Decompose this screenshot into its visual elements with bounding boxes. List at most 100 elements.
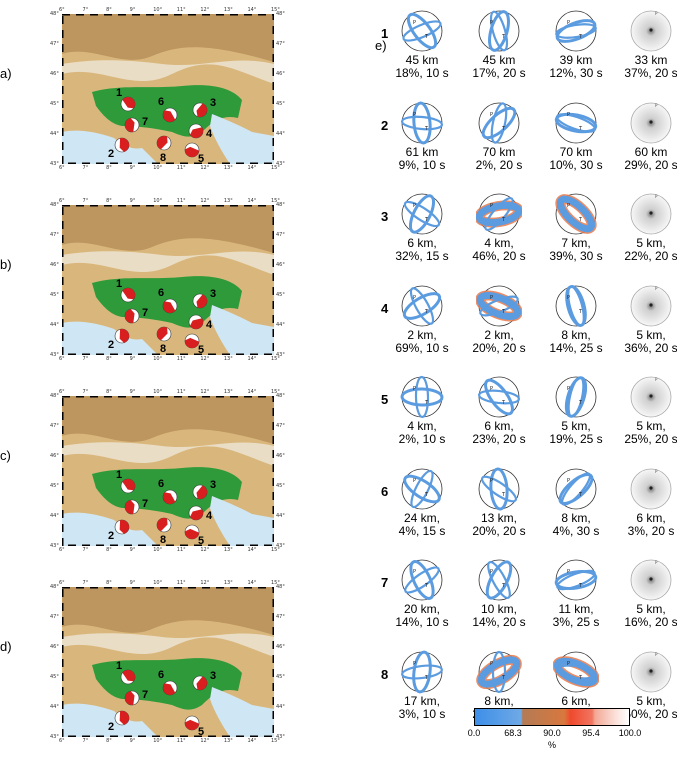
beachball-marker-2: 2 [108,328,130,351]
svg-text:T: T [578,675,583,681]
event-number-label: 2 [108,339,114,351]
focal-mechanism-sphere: PT [476,193,522,235]
fit-caption: 17%, 20 s [472,66,526,80]
svg-text:T: T [501,217,506,223]
longitude-tick: 13° [223,547,233,553]
mechanism-row-label: 2 [381,117,389,133]
svg-text:T: T [424,492,429,498]
longitude-tick: 7° [82,547,89,553]
longitude-tick: 11° [176,7,186,13]
beachball-marker-3: 3 [192,97,216,118]
depth-caption: 5 km, [636,693,666,708]
svg-text:T: T [424,309,429,315]
beachball-marker-3: 3 [192,479,216,500]
fit-caption: 25%, 20 s [624,432,677,446]
depth-caption: 33 km [634,53,668,67]
svg-text:P: P [655,11,658,16]
event-number-label: 3 [210,479,216,491]
latitude-tick: 43° [50,734,59,740]
latitude-tick: 44° [50,322,59,328]
longitude-tick: 6° [59,7,65,13]
depth-caption: 6 km, [636,510,666,525]
latitude-tick: 44° [50,131,59,137]
event-number-label: 3 [210,288,216,300]
longitude-tick: 15° [271,356,280,362]
depth-caption: 6 km, [407,236,437,250]
depth-caption: 8 km, [561,510,591,525]
svg-text:P: P [655,194,658,199]
latitude-tick: 46° [50,644,59,650]
focal-mechanism-sphere: P [630,376,672,418]
longitude-tick: 10° [153,7,163,13]
mechanism-cell: P 5 km, 22%, 20 s [614,191,677,263]
latitude-tick: 45° [276,483,285,489]
latitude-tick: 47° [276,614,285,620]
longitude-tick: 11° [176,389,186,395]
latitude-tick: 44° [276,513,285,519]
latitude-tick: 43° [276,161,285,167]
svg-text:P: P [655,652,658,657]
longitude-tick: 6° [59,356,65,362]
depth-caption: 20 km, [403,602,440,616]
panel-label: d) [0,639,12,654]
svg-text:P: P [567,569,570,575]
latitude-tick: 43° [50,543,59,549]
longitude-tick: 10° [153,738,163,744]
longitude-tick: 15° [271,389,280,395]
panel-label: c) [0,448,11,463]
longitude-tick: 9° [129,580,136,586]
panel-label: a) [0,66,12,81]
depth-caption: 5 km, [636,602,666,616]
longitude-tick: 6° [59,198,65,204]
longitude-tick: 8° [106,547,112,553]
latitude-tick: 46° [50,71,59,77]
longitude-tick: 12° [200,356,210,362]
fit-caption: 9%, 10 s [398,157,446,172]
latitude-tick: 44° [50,513,59,519]
svg-text:P: P [413,386,416,392]
colorbar-ticks: 0.0 68.3 90.0 95.4 100.0 [468,726,642,738]
focal-mechanism-sphere: PT [478,10,520,52]
svg-text:T: T [578,126,583,132]
latitude-tick: 45° [50,483,59,489]
depth-caption: 5 km, [561,419,591,433]
focal-mechanism-sphere: PT [555,193,597,235]
fit-caption: 20%, 20 s [472,340,526,355]
latitude-tick: 47° [50,423,59,429]
beachball-marker-2: 2 [108,519,130,542]
longitude-tick: 13° [223,7,233,13]
svg-text:P: P [655,103,658,108]
fit-caption: 2%, 20 s [475,157,523,172]
latitude-tick: 43° [50,352,59,358]
fit-caption: 69%, 10 s [395,340,449,355]
latitude-tick: 48° [276,11,285,17]
mechanism-row-label: 1 [381,26,389,41]
event-number-label: 5 [198,535,204,546]
svg-text:T: T [501,34,506,40]
fit-caption: 3%, 20 s [627,523,675,538]
longitude-tick: 8° [106,580,112,586]
mechanism-cell: P T 20 km, 14%, 10 s [385,557,459,629]
svg-text:P: P [567,295,570,301]
longitude-tick: 9° [129,198,136,204]
latitude-tick: 45° [276,292,285,298]
beachball-marker-1: 1 [116,87,136,112]
event-number-label: 2 [108,721,114,733]
longitude-tick: 9° [129,165,136,171]
longitude-tick: 8° [106,389,112,395]
svg-text:P: P [567,478,570,484]
svg-text:T: T [424,675,429,681]
event-number-label: 7 [142,689,148,701]
event-number-label: 7 [142,307,148,319]
beachball-marker-6: 6 [158,96,178,123]
svg-text:P: P [490,386,493,392]
depth-caption: 11 km, [558,602,594,616]
beachball-marker-7: 7 [124,307,148,324]
